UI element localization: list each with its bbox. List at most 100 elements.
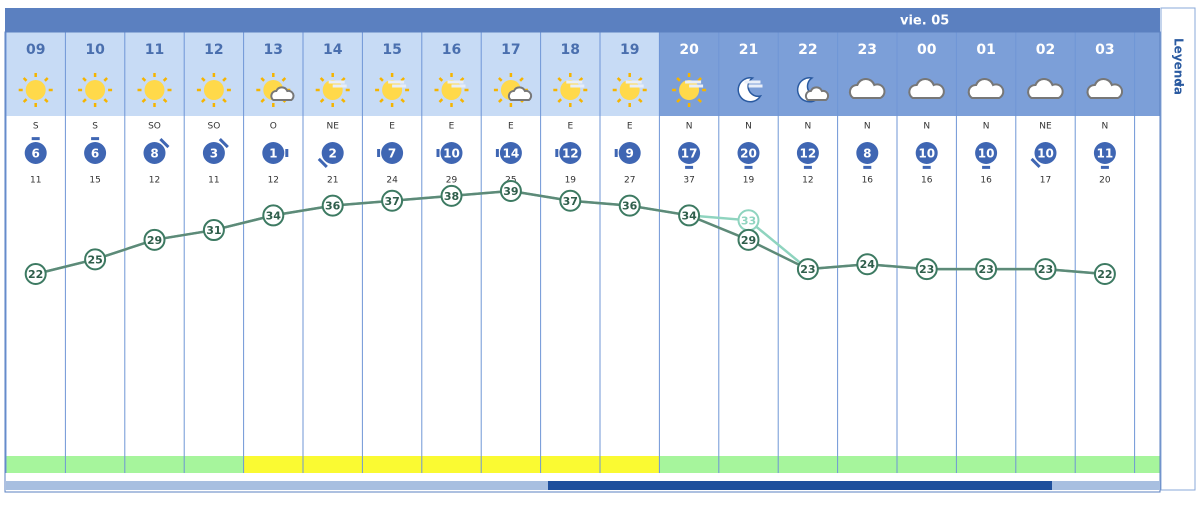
top-bar bbox=[5, 8, 1160, 32]
header-cell bbox=[1015, 32, 1076, 116]
temp-marker bbox=[1093, 263, 1116, 285]
moon bbox=[796, 77, 822, 103]
gust: 21 bbox=[327, 176, 338, 186]
wind-direction: E bbox=[508, 122, 514, 132]
wind-speed: 12 bbox=[562, 147, 579, 161]
hour-label: 16 bbox=[442, 42, 461, 58]
wind-marker bbox=[143, 142, 166, 164]
hour-label: 14 bbox=[323, 42, 343, 58]
cloud bbox=[507, 86, 533, 101]
hour-label: 19 bbox=[620, 42, 639, 58]
gust: 12 bbox=[802, 176, 813, 186]
weather-icon bbox=[672, 73, 707, 107]
cloud bbox=[1086, 78, 1124, 99]
sun-ray bbox=[400, 77, 406, 82]
temp-marker bbox=[24, 263, 47, 285]
weather-icon bbox=[967, 78, 1005, 99]
sun-ray bbox=[162, 98, 168, 103]
haze bbox=[328, 80, 347, 88]
wind-speed: 3 bbox=[210, 147, 218, 161]
cloud bbox=[908, 78, 945, 99]
weather-icon bbox=[196, 73, 231, 107]
frame bbox=[4, 31, 1161, 493]
weather-icon bbox=[256, 73, 295, 107]
wind-direction: NE bbox=[326, 122, 339, 132]
temp-marker bbox=[440, 184, 463, 207]
sun-ray bbox=[638, 77, 643, 82]
band-cell bbox=[897, 456, 957, 473]
temp-marker bbox=[143, 228, 166, 251]
sun-ray bbox=[281, 77, 287, 82]
gust: 19 bbox=[743, 176, 755, 186]
weather-icon bbox=[553, 73, 588, 107]
sun-ray bbox=[319, 98, 325, 103]
gust: 24 bbox=[386, 176, 398, 186]
hour-label: 03 bbox=[1095, 42, 1114, 58]
temp-label: 37 bbox=[384, 195, 399, 208]
temp-label: 31 bbox=[206, 224, 221, 237]
gust: 12 bbox=[268, 176, 279, 186]
haze bbox=[685, 80, 704, 88]
band-cell bbox=[1015, 456, 1076, 473]
wind-direction: N bbox=[805, 122, 812, 132]
wind-direction: E bbox=[449, 122, 455, 132]
hour-label: 11 bbox=[145, 42, 164, 58]
header-cell bbox=[837, 32, 897, 116]
wind-speed: 11 bbox=[1097, 147, 1114, 161]
hour-label: 02 bbox=[1036, 42, 1055, 58]
wind-speed: 2 bbox=[329, 147, 337, 161]
sun-ray bbox=[82, 98, 87, 103]
sun-ray bbox=[616, 98, 622, 103]
sun-ray bbox=[44, 77, 49, 82]
legend-label[interactable]: Leyenda bbox=[1172, 38, 1186, 95]
temp-label: 36 bbox=[622, 200, 638, 213]
sun-ray bbox=[400, 98, 406, 103]
wind-speed: 10 bbox=[1037, 147, 1054, 161]
band-cell bbox=[362, 456, 422, 473]
haze bbox=[625, 80, 644, 88]
wind-marker bbox=[737, 142, 760, 164]
weather-icon bbox=[434, 73, 469, 107]
wind-direction: NE bbox=[1039, 122, 1052, 132]
haze bbox=[447, 80, 466, 88]
sun bbox=[85, 80, 106, 100]
sun-ray bbox=[497, 98, 503, 103]
wind-marker bbox=[381, 142, 404, 164]
temp-marker bbox=[202, 219, 225, 242]
wind-direction: O bbox=[270, 122, 277, 132]
sun-ray bbox=[676, 77, 681, 82]
cloud bbox=[804, 86, 830, 101]
weather-icon bbox=[18, 73, 53, 107]
wind-direction: N bbox=[864, 122, 871, 132]
wind-speed: 10 bbox=[443, 147, 460, 161]
sun-ray bbox=[222, 98, 227, 103]
wind-marker bbox=[618, 142, 641, 164]
temp-marker bbox=[678, 204, 701, 227]
wind-direction: N bbox=[686, 122, 693, 132]
hour-label: 22 bbox=[798, 42, 817, 58]
weather-icon bbox=[137, 73, 172, 107]
wind-speed: 9 bbox=[626, 147, 634, 161]
wind-marker bbox=[202, 142, 225, 164]
wind-marker bbox=[1093, 142, 1116, 164]
temp-marker bbox=[321, 194, 344, 217]
scroll-thumb[interactable] bbox=[548, 481, 1052, 490]
temp-label: 29 bbox=[147, 234, 162, 247]
legend-arrow[interactable] bbox=[1175, 81, 1181, 87]
sun-ray bbox=[260, 98, 265, 103]
wind-arrow bbox=[1030, 157, 1041, 168]
wind-speed: 10 bbox=[918, 147, 935, 161]
sun-ray bbox=[162, 77, 168, 82]
cloud bbox=[1027, 78, 1064, 99]
legend-panel[interactable] bbox=[1160, 7, 1196, 491]
header-cell bbox=[956, 32, 1016, 116]
temp-label: 23 bbox=[800, 263, 815, 276]
temp-marker bbox=[618, 194, 641, 217]
wind-marker bbox=[84, 142, 107, 164]
temp-marker bbox=[84, 248, 107, 271]
wind-speed: 8 bbox=[150, 147, 158, 161]
temp-label: 39 bbox=[503, 185, 518, 198]
wind-direction: N bbox=[923, 122, 930, 132]
hour-label: 17 bbox=[501, 42, 520, 58]
wind-arrow bbox=[218, 138, 229, 149]
